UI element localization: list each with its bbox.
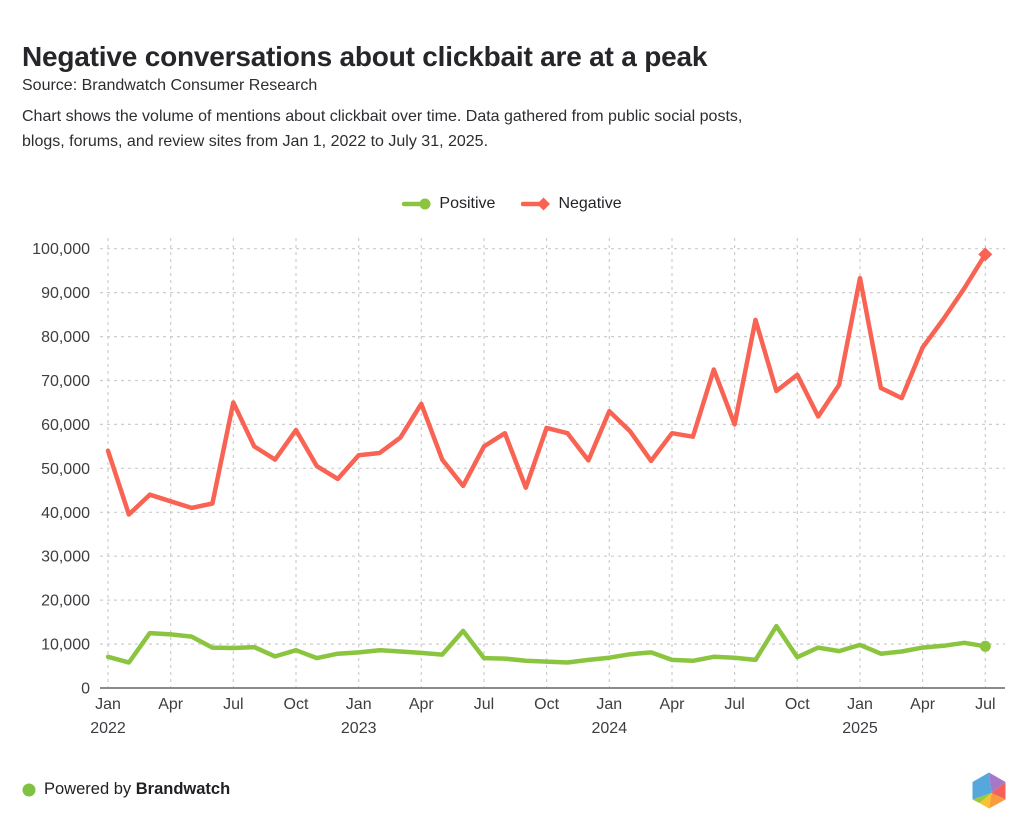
x-tick-year-label: 2024 [592,720,628,737]
negative-legend-marker-icon [521,197,551,211]
x-tick-year-label: 2023 [341,720,377,737]
y-tick-label: 30,000 [41,549,90,566]
x-tick-label: Oct [284,696,309,713]
y-tick-label: 20,000 [41,593,90,610]
positive-legend-marker-icon [402,198,431,210]
x-tick-label: Jul [474,696,494,713]
negative-end-marker [978,247,993,262]
powered-by-text: Powered by Brandwatch [44,780,230,799]
x-tick-label: Jul [724,696,744,713]
negative-series-line [105,252,988,517]
powered-by-label: Powered by [44,780,132,798]
legend: Positive Negative [0,195,1024,213]
y-tick-label: 100,000 [32,241,90,258]
chart-title: Negative conversations about clickbait a… [22,40,708,72]
y-tick-label: 60,000 [41,417,90,434]
y-tick-label: 70,000 [41,373,90,390]
x-tick-label: Apr [910,696,936,713]
x-tick-label: Jan [95,696,121,713]
x-tick-label: Jan [596,696,622,713]
x-tick-label: Oct [534,696,559,713]
x-tick-year-label: 2025 [842,720,878,737]
y-tick-label: 10,000 [41,637,90,654]
y-tick-label: 80,000 [41,329,90,346]
positive-series-line [105,623,988,665]
legend-item-negative[interactable]: Negative [521,195,622,213]
positive-end-marker [979,640,991,652]
description-line-2: blogs, forums, and review sites from Jan… [22,133,489,150]
y-tick-label: 50,000 [41,461,90,478]
x-tick-label: Apr [158,696,184,713]
legend-negative-label: Negative [558,195,622,212]
description-line-1: Chart shows the volume of mentions about… [22,108,743,125]
chart-description: Chart shows the volume of mentions about… [22,104,742,154]
x-tick-year-label: 2022 [90,720,126,737]
y-tick-label: 0 [81,681,90,698]
x-tick-label: Jul [223,696,243,713]
y-tick-label: 90,000 [41,285,90,302]
x-tick-label: Oct [785,696,810,713]
powered-by-footer: Powered by Brandwatch [22,780,230,799]
powered-by-dot-icon [22,783,36,796]
x-tick-label: Jan [847,696,873,713]
sentiment-volume-chart: 0 10,000 20,000 30,000 40,000 50,000 60,000 70,… [32,238,1005,737]
x-tick-label: Jul [975,696,995,713]
x-tick-label: Apr [409,696,435,713]
x-tick-label: Apr [660,696,686,713]
y-tick-label: 40,000 [41,505,90,522]
brandwatch-brand-text: Brandwatch [135,780,231,798]
legend-item-positive[interactable]: Positive [402,195,495,213]
x-tick-label: Jan [346,696,372,713]
brandwatch-logo-icon [972,772,1006,809]
legend-positive-label: Positive [439,195,496,212]
source-text: Source: Brandwatch Consumer Research [22,77,318,94]
